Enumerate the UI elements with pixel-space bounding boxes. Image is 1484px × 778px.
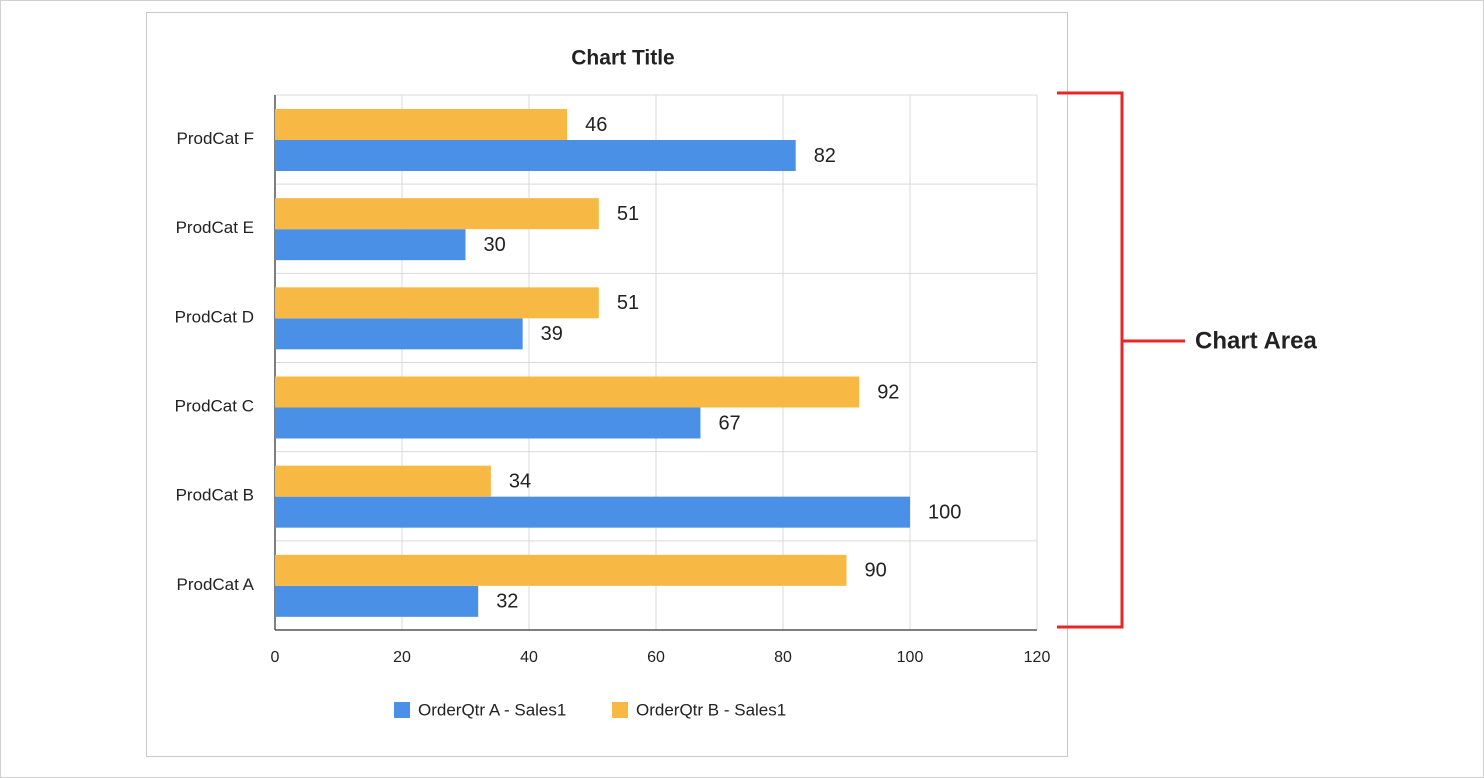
x-tick-label: 120 xyxy=(1024,649,1051,666)
y-tick-label: ProdCat A xyxy=(177,575,255,594)
data-label: 51 xyxy=(617,203,639,225)
x-tick-label: 20 xyxy=(393,649,411,666)
bar xyxy=(275,287,599,319)
y-tick-label: ProdCat F xyxy=(177,129,254,148)
bar xyxy=(275,465,491,497)
x-tick-label: 40 xyxy=(520,649,538,666)
legend-swatch xyxy=(612,702,628,718)
annotation-label: Chart Area xyxy=(1195,327,1317,354)
data-label: 67 xyxy=(718,412,740,434)
x-tick-label: 80 xyxy=(774,649,792,666)
x-tick-label: 0 xyxy=(271,649,280,666)
bar xyxy=(275,318,523,350)
data-label: 82 xyxy=(814,145,836,167)
bar xyxy=(275,229,466,261)
bar xyxy=(275,496,910,528)
y-tick-label: ProdCat B xyxy=(176,486,254,505)
data-label: 92 xyxy=(877,381,899,403)
data-label: 90 xyxy=(865,560,887,582)
x-tick-label: 60 xyxy=(647,649,665,666)
legend-label: OrderQtr B - Sales1 xyxy=(636,700,786,719)
data-label: 100 xyxy=(928,501,961,523)
data-label: 46 xyxy=(585,114,607,136)
data-label: 34 xyxy=(509,470,531,492)
legend-swatch xyxy=(394,702,410,718)
bar xyxy=(275,140,796,171)
legend-label: OrderQtr A - Sales1 xyxy=(418,700,566,719)
bar xyxy=(275,585,479,617)
chart-title: Chart Title xyxy=(571,47,674,70)
y-tick-label: ProdCat C xyxy=(175,397,254,416)
bar xyxy=(275,407,701,439)
x-tick-label: 100 xyxy=(897,649,924,666)
annotation-bracket xyxy=(1057,91,1185,629)
y-tick-label: ProdCat D xyxy=(175,307,254,326)
data-label: 32 xyxy=(496,591,518,613)
data-label: 39 xyxy=(541,323,563,345)
bar xyxy=(275,198,599,230)
y-tick-label: ProdCat E xyxy=(176,218,254,237)
bar xyxy=(275,109,568,140)
bar xyxy=(275,554,847,586)
bar xyxy=(275,376,860,408)
data-label: 51 xyxy=(617,292,639,314)
data-label: 30 xyxy=(484,234,506,256)
